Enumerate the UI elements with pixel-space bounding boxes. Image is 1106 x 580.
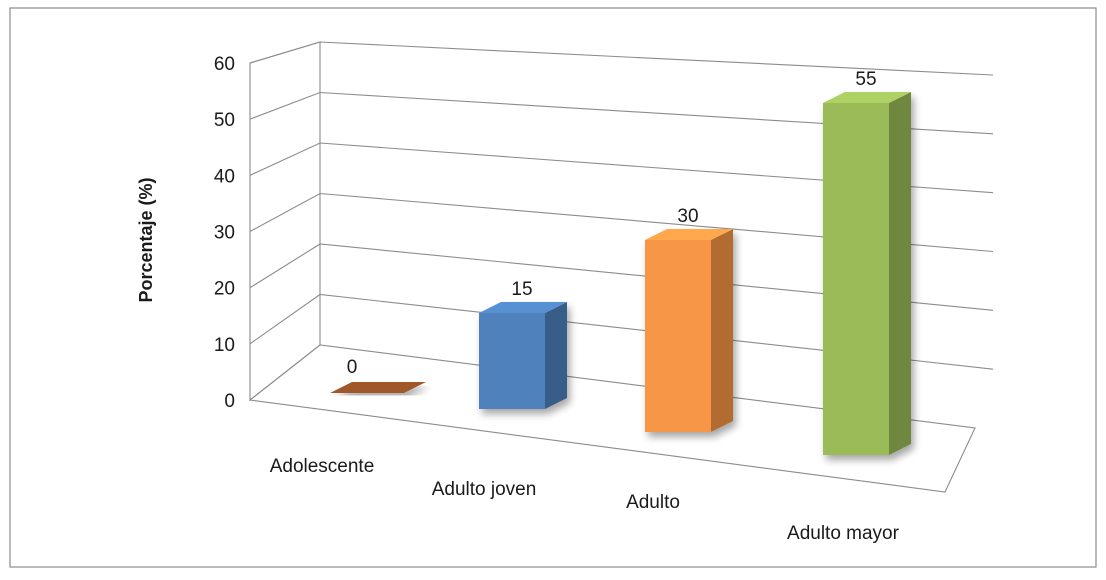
gridline [249, 243, 994, 311]
gridline [249, 192, 994, 253]
gridline [249, 142, 994, 194]
bar-top [479, 302, 567, 313]
bar-top [645, 229, 733, 240]
data-label: 30 [677, 206, 698, 227]
x-tick-label: Adolescente [270, 456, 375, 477]
bar-side [889, 92, 911, 455]
gridline [249, 293, 994, 370]
y-tick-label: 30 [214, 223, 235, 244]
y-tick-label: 0 [224, 391, 235, 412]
x-tick-label: Adulto joven [432, 479, 537, 500]
bar-side [711, 229, 733, 432]
x-tick-label: Adulto mayor [787, 523, 900, 544]
y-tick-label: 40 [214, 166, 235, 187]
bar [823, 92, 911, 455]
x-tick-label: Adulto [626, 492, 680, 513]
bar-front [823, 103, 889, 455]
y-axis-title: Porcentaje (%) [136, 177, 156, 302]
floor [248, 344, 976, 493]
bar-top [330, 382, 426, 393]
y-tick-label: 10 [214, 335, 235, 356]
y-tick-label: 20 [214, 279, 235, 300]
data-label: 15 [511, 279, 532, 300]
bar [479, 302, 567, 409]
y-tick-label: 50 [214, 110, 235, 131]
gridline [249, 41, 994, 76]
bar-front [645, 240, 711, 432]
bar-front [479, 313, 545, 409]
bar [330, 382, 426, 393]
y-tick-label: 60 [214, 54, 235, 75]
bar [645, 229, 733, 432]
data-label: 55 [855, 69, 876, 90]
bar-top [823, 92, 911, 103]
data-label: 0 [347, 357, 358, 378]
chart-border [9, 7, 1097, 568]
gridline [249, 91, 994, 135]
bar-side [545, 302, 567, 409]
